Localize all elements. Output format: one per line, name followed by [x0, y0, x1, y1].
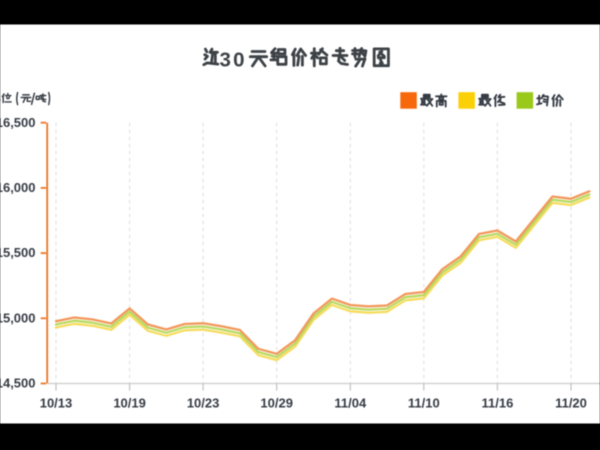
- svg-text:11/16: 11/16: [481, 395, 513, 410]
- svg-text:15,500: 15,500: [0, 245, 36, 260]
- svg-text:16,500: 16,500: [0, 115, 36, 130]
- svg-text:10/13: 10/13: [40, 395, 73, 410]
- svg-text:11/20: 11/20: [555, 395, 587, 410]
- svg-text:11/04: 11/04: [334, 395, 367, 410]
- svg-text:10/23: 10/23: [187, 395, 220, 410]
- svg-text:14,500: 14,500: [0, 376, 36, 391]
- svg-text:10/19: 10/19: [113, 395, 146, 410]
- svg-text:16,000: 16,000: [0, 180, 36, 195]
- svg-text:15,000: 15,000: [0, 310, 36, 325]
- svg-text:11/10: 11/10: [408, 395, 440, 410]
- svg-text:10/29: 10/29: [260, 395, 293, 410]
